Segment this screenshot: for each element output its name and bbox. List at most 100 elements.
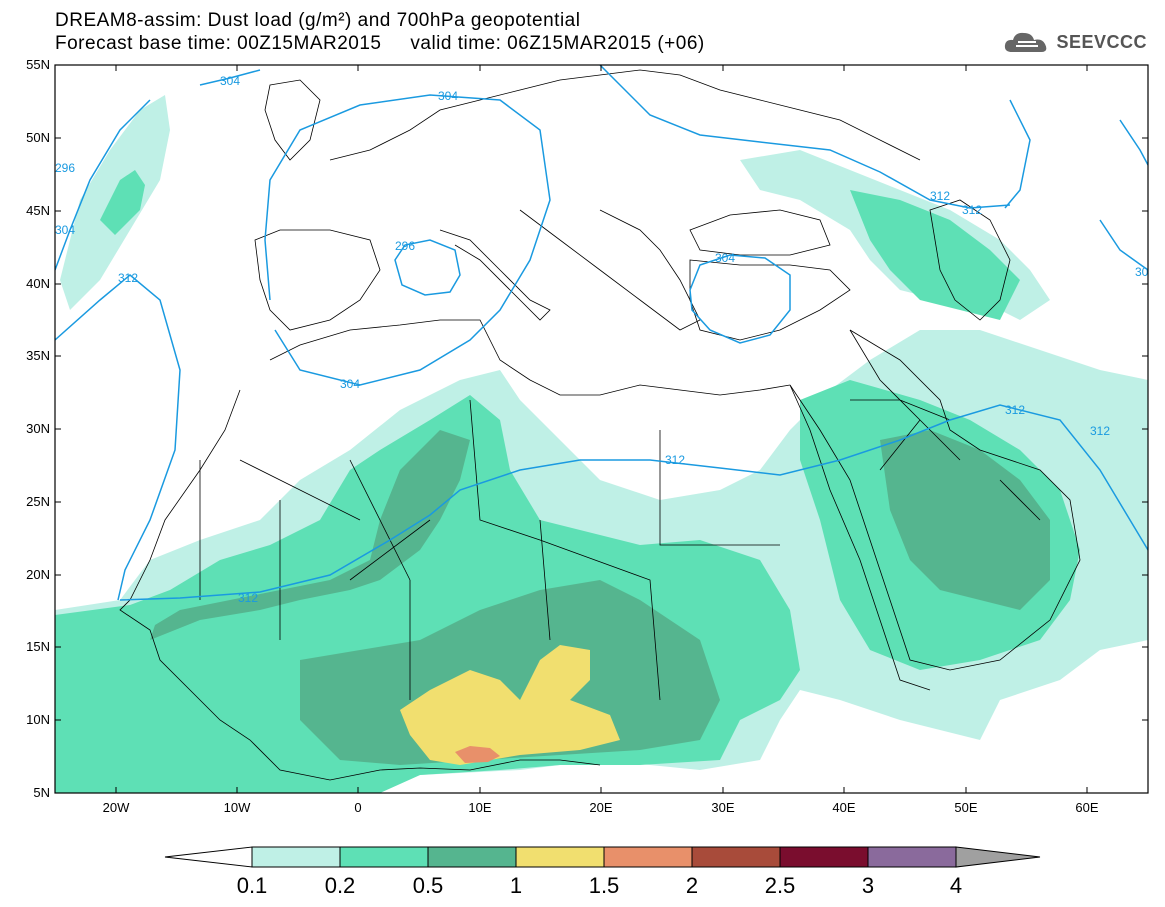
lat-label: 35N	[26, 348, 50, 363]
contour-312-south	[119, 404, 1148, 601]
coastline-iberia	[254, 229, 381, 331]
lat-label: 45N	[26, 203, 50, 218]
contour-296-low	[394, 239, 461, 296]
coastline-turkey	[689, 259, 851, 341]
colorbar-bin	[603, 846, 693, 868]
lon-label: 0	[354, 800, 361, 815]
logo-text: SEEVCCC	[1056, 31, 1147, 52]
lat-label: 15N	[26, 639, 50, 654]
contour-304-europe	[264, 94, 551, 386]
contour-label: 312	[1005, 403, 1025, 417]
colorbar-bin	[251, 846, 341, 868]
lon-label: 20E	[589, 800, 612, 815]
coastline-europe-north	[329, 69, 921, 161]
colorbar-label: 1	[510, 873, 522, 898]
dust-region-arabia-dark	[880, 430, 1050, 610]
dust-field	[55, 95, 1148, 793]
contour-label: 312	[930, 189, 950, 203]
dust-region-atlantic-medium	[100, 170, 145, 235]
coastline-british-isles	[264, 79, 321, 161]
dust-region-sahel-dark	[150, 430, 470, 640]
lat-ticks	[55, 137, 1148, 721]
border-lines-africa	[199, 399, 780, 701]
coastline-north-africa	[269, 319, 791, 396]
lat-label: 20N	[26, 567, 50, 582]
contour-304-west	[55, 99, 151, 271]
coastline-italy	[439, 229, 551, 321]
dust-region-nigeria-orange	[455, 746, 500, 763]
lat-label: 10N	[26, 712, 50, 727]
lat-label: 5N	[33, 785, 50, 800]
longitude-axis: 20W 10W 0 10E 20E 30E 40E 50E 60E	[103, 65, 1099, 815]
contour-east-3	[1119, 119, 1148, 166]
country-borders	[119, 69, 1081, 781]
title-line-1: DREAM8-assim: Dust load (g/m²) and 700hP…	[55, 10, 581, 31]
coastline-red-sea	[789, 384, 931, 691]
lon-label: 30E	[711, 800, 734, 815]
colorbar-low-arrow	[164, 846, 253, 868]
colorbar-bin	[779, 846, 869, 868]
dust-region-nigeria-yellow	[400, 645, 620, 765]
lon-label: 10W	[224, 800, 251, 815]
contour-label: 312	[962, 203, 982, 217]
contour-label: 296	[395, 239, 415, 253]
contour-label: 304	[715, 251, 735, 265]
lat-label: 50N	[26, 130, 50, 145]
colorbar-label: 3	[862, 873, 874, 898]
coastline-west-africa	[119, 389, 601, 781]
colorbar-label: 1.5	[589, 873, 620, 898]
coastline-balkans	[519, 209, 701, 331]
contour-label: 304	[340, 377, 360, 391]
colorbar: 0.1 0.2 0.5 1 1.5 2 2.5 3 4	[164, 846, 1041, 898]
lon-label: 50E	[954, 800, 977, 815]
latitude-axis: 55N 50N 45N 40N 35N 30N 25N 20N 15N 10N …	[26, 57, 1148, 800]
coastline-caspian	[929, 199, 1011, 321]
contour-label: 312	[238, 591, 258, 605]
contour-label: 304	[438, 89, 458, 103]
lon-label: 60E	[1075, 800, 1098, 815]
lat-label: 25N	[26, 494, 50, 509]
contour-312-nw	[199, 69, 261, 86]
border-lines-middle-east	[849, 329, 1041, 521]
lat-label: 40N	[26, 276, 50, 291]
title-line-2: Forecast base time: 00Z15MAR2015 valid t…	[55, 33, 705, 54]
contour-east	[1004, 99, 1031, 209]
contour-label: 30	[1135, 265, 1149, 279]
lon-label: 20W	[103, 800, 130, 815]
colorbar-bin	[515, 846, 605, 868]
colorbar-bin	[427, 846, 517, 868]
colorbar-bin	[691, 846, 781, 868]
colorbar-label: 2.5	[765, 873, 796, 898]
lat-label: 55N	[26, 57, 50, 72]
colorbar-label: 0.5	[413, 873, 444, 898]
contour-label: 304	[220, 74, 240, 88]
contour-label: 312	[118, 271, 138, 285]
colorbar-label: 4	[950, 873, 962, 898]
lat-label: 30N	[26, 421, 50, 436]
lon-label: 10E	[468, 800, 491, 815]
colorbar-label: 0.1	[237, 873, 268, 898]
contour-label: 304	[55, 223, 75, 237]
colorbar-bin	[339, 846, 429, 868]
lon-ticks	[115, 65, 1088, 793]
lon-label: 40E	[832, 800, 855, 815]
colorbar-label: 0.2	[325, 873, 356, 898]
colorbar-high-arrow	[955, 846, 1041, 868]
contour-304-turkey	[689, 254, 791, 344]
contour-label: 312	[665, 453, 685, 467]
geopotential-contours	[55, 65, 1148, 601]
contour-label: 296	[55, 161, 75, 175]
coastline-arabia	[789, 329, 1081, 671]
contour-east-2	[1099, 219, 1148, 271]
contour-label: 312	[1090, 424, 1110, 438]
contour-312-west	[55, 274, 181, 601]
contour-labels: 312 304 296 304 312 296 304 304 312 312 …	[55, 74, 1149, 605]
dust-region-caspian-medium	[850, 190, 1020, 320]
colorbar-label: 2	[686, 873, 698, 898]
seevccc-logo: SEEVCCC	[1002, 26, 1147, 58]
coastline-black-sea	[689, 209, 831, 256]
contour-312-north	[599, 65, 1011, 209]
cloud-icon	[1005, 32, 1047, 52]
colorbar-bin	[867, 846, 957, 868]
